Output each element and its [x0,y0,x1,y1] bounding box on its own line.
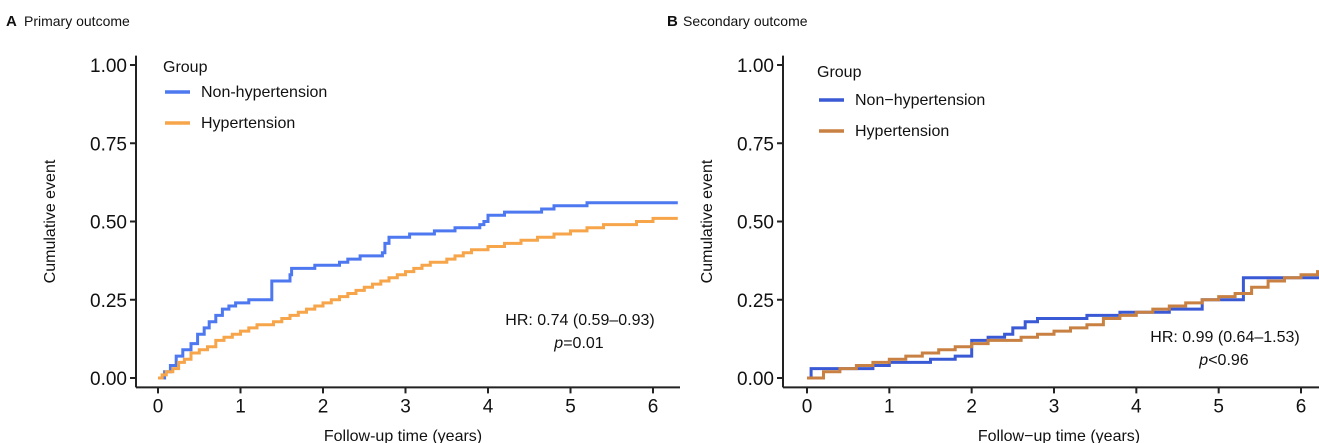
panel-a: A Primary outcome 0.00 0.25 0.50 0.75 1.00 0 1 2 3… [6,13,680,443]
y-axis-title: Cumulative event [699,159,716,283]
p-value-annotation: p=0.01 [553,335,603,352]
panel-letter: B [667,13,678,30]
x-tick-label: 5 [1213,396,1224,417]
y-tick-label: 0.75 [90,134,127,155]
panel-b: B Secondary outcome 0.00 0.25 0.50 0.75 1.00 0 1… [667,13,1319,443]
legend-title: Group [163,59,208,76]
x-axis-title: Follow-up time (years) [324,428,482,443]
panel-title: Primary outcome [24,13,130,29]
p-value-annotation: p<0.96 [1198,352,1248,369]
x-tick-label: 0 [802,396,813,417]
hr-annotation: HR: 0.74 (0.59–0.93) [505,312,654,329]
y-tick-label: 1.00 [90,56,127,77]
legend-label: Non-hypertension [201,84,327,101]
x-tick-label: 5 [565,396,576,417]
x-tick-label: 2 [966,396,977,417]
y-tick-label: 0.50 [737,213,774,234]
y-tick-label: 0.75 [737,134,774,155]
legend-title: Group [817,64,862,81]
x-tick-label: 4 [483,396,494,417]
x-tick-label: 3 [1049,396,1060,417]
legend: Group Non−hypertension Hypertension [817,64,985,140]
x-tick-label: 1 [884,396,895,417]
panel-letter: A [6,13,17,30]
y-tick-label: 0.50 [90,213,127,234]
x-tick-label: 3 [400,396,411,417]
x-tick-label: 6 [1296,396,1307,417]
x-tick-label: 0 [153,396,164,417]
y-tick-label: 0.00 [737,369,774,390]
legend: Group Non-hypertension Hypertension [163,59,327,132]
x-tick-label: 2 [318,396,329,417]
x-tick-label: 1 [235,396,246,417]
y-axis-title: Cumulative event [42,159,59,283]
legend-label: Non−hypertension [855,92,985,109]
series-line-hypertension [807,270,1319,380]
panel-title: Secondary outcome [683,13,808,29]
x-tick-label: 4 [1131,396,1142,417]
legend-label: Hypertension [855,123,949,140]
y-tick-label: 0.25 [90,291,127,312]
y-tick-label: 0.00 [90,369,127,390]
x-axis-title: Follow−up time (years) [978,428,1140,443]
legend-label: Hypertension [201,115,295,132]
y-tick-label: 0.25 [737,291,774,312]
x-tick-label: 6 [648,396,659,417]
series-line-non-hypertension [158,201,678,380]
series-line-hypertension [158,216,678,380]
y-tick-label: 1.00 [737,56,774,77]
hr-annotation: HR: 0.99 (0.64–1.53) [1150,329,1299,346]
